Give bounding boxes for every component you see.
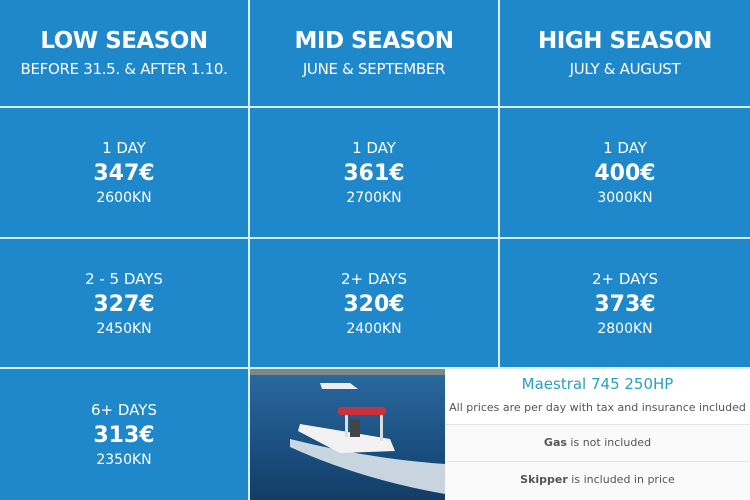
price-cell: 1 DAY 400€ 3000KN <box>500 108 750 237</box>
days: 1 DAY <box>352 139 396 157</box>
price-eur: 313€ <box>93 423 155 448</box>
price-eur: 373€ <box>594 291 656 317</box>
price-cell: 2+ DAYS 373€ 2800KN <box>500 239 750 367</box>
header-mid-season: MID SEASON JUNE & SEPTEMBER <box>250 0 498 106</box>
price-cell: 6+ DAYS 313€ 2350KN <box>0 369 248 500</box>
price-kn: 2800KN <box>597 320 653 337</box>
boat-model: Maestral 745 250HP <box>521 375 674 393</box>
days: 2 - 5 DAYS <box>85 269 163 288</box>
boat-info-panel: Maestral 745 250HP All prices are per da… <box>445 369 750 500</box>
season-dates: JUNE & SEPTEMBER <box>302 60 446 78</box>
price-kn: 2350KN <box>96 452 152 468</box>
header-high-season: HIGH SEASON JULY & AUGUST <box>500 0 750 106</box>
price-kn: 2400KN <box>346 320 402 337</box>
price-cell: 2 - 5 DAYS 327€ 2450KN <box>0 239 248 367</box>
gas-label: Gas <box>543 436 567 449</box>
days: 2+ DAYS <box>592 269 658 288</box>
boat-image <box>250 369 445 494</box>
price-note: All prices are per day with tax and insu… <box>449 401 746 414</box>
price-cell: 2+ DAYS 320€ 2400KN <box>250 239 498 367</box>
price-eur: 347€ <box>93 161 155 186</box>
season-title: MID SEASON <box>294 28 455 54</box>
gas-note: Gas is not included <box>445 424 750 461</box>
price-kn: 2600KN <box>96 190 152 206</box>
header-low-season: LOW SEASON BEFORE 31.5. & AFTER 1.10. <box>0 0 248 106</box>
days: 1 DAY <box>603 139 647 157</box>
price-eur: 400€ <box>594 161 656 186</box>
boat-photo <box>250 369 445 500</box>
season-dates: BEFORE 31.5. & AFTER 1.10. <box>20 60 228 78</box>
price-cell: 1 DAY 347€ 2600KN <box>0 108 248 237</box>
season-title: LOW SEASON <box>40 28 208 54</box>
price-cell: 1 DAY 361€ 2700KN <box>250 108 498 237</box>
price-kn: 2700KN <box>346 190 402 206</box>
price-eur: 327€ <box>93 291 155 317</box>
price-kn: 2450KN <box>96 320 152 337</box>
price-eur: 361€ <box>343 161 405 186</box>
price-eur: 320€ <box>343 291 405 317</box>
skipper-label: Skipper <box>520 473 568 486</box>
season-title: HIGH SEASON <box>538 28 712 54</box>
season-dates: JULY & AUGUST <box>569 60 681 78</box>
skipper-text: is included in price <box>567 473 675 486</box>
days: 2+ DAYS <box>341 269 407 288</box>
days: 6+ DAYS <box>91 401 157 419</box>
price-kn: 3000KN <box>597 190 653 206</box>
skipper-note: Skipper is included in price <box>445 461 750 498</box>
gas-text: is not included <box>566 436 652 449</box>
days: 1 DAY <box>102 139 146 157</box>
